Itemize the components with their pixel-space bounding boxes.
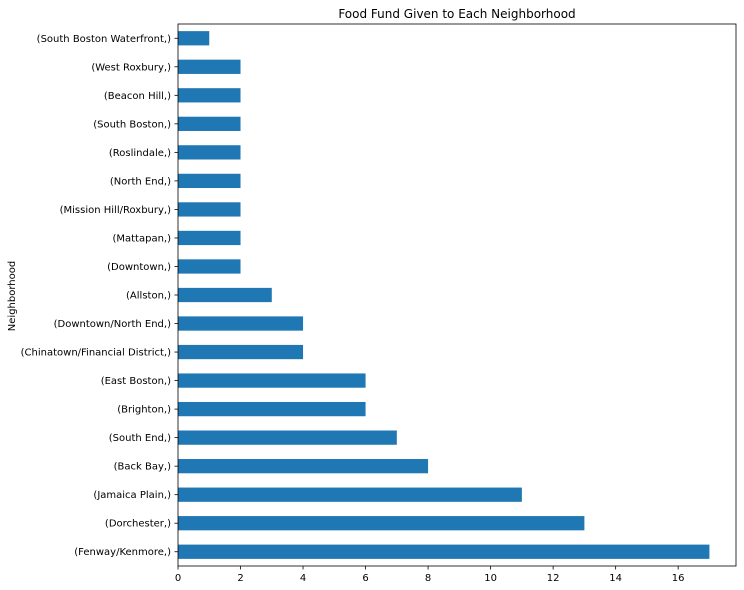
- x-ticks: 0 2 4 6 8 10 12 14 16: [175, 566, 685, 584]
- x-tick-label: 12: [547, 573, 560, 584]
- y-tick-label: (Downtown,): [107, 262, 171, 273]
- y-tick-label: (South Boston Waterfront,): [37, 34, 171, 45]
- y-tick-labels: (Fenway/Kenmore,) (Dorchester,) (Jamaica P…: [21, 34, 178, 558]
- bar: [178, 202, 241, 217]
- bar: [178, 230, 241, 246]
- bar: [178, 401, 366, 417]
- y-tick-label: (Brighton,): [117, 405, 171, 416]
- bar: [178, 145, 241, 160]
- y-tick-label: (Fenway/Kenmore,): [74, 547, 171, 558]
- bars-group: [178, 31, 710, 559]
- x-tick-label: 10: [484, 573, 497, 584]
- y-tick-label: (South Boston,): [93, 119, 171, 130]
- x-tick-label: 14: [609, 573, 622, 584]
- y-axis-label: Neighborhood: [7, 261, 18, 331]
- y-tick-label: (West Roxbury,): [91, 62, 171, 73]
- y-tick-label: (Mission Hill/Roxbury,): [60, 205, 171, 216]
- y-tick-label: (Downtown/North End,): [54, 319, 171, 330]
- plot-frame: [177, 23, 737, 567]
- y-tick-label: (Allston,): [126, 291, 171, 302]
- y-tick-label: (Chinatown/Financial District,): [21, 348, 171, 359]
- bar: [178, 544, 710, 559]
- chart-title: Food Fund Given to Each Neighborhood: [338, 7, 575, 21]
- y-tick-label: (Jamaica Plain,): [93, 490, 171, 501]
- bar: [178, 373, 366, 388]
- y-tick-label: (Dorchester,): [105, 519, 171, 530]
- bar: [178, 59, 241, 74]
- bar: [178, 88, 241, 103]
- y-tick-label: (Back Bay,): [114, 462, 171, 473]
- bar: [178, 430, 397, 445]
- bar: [178, 259, 241, 274]
- bar: [178, 344, 304, 360]
- y-tick-label: (Roslindale,): [109, 148, 171, 159]
- x-tick-label: 6: [362, 573, 368, 584]
- y-tick-label: (South End,): [109, 433, 171, 444]
- bar: [178, 316, 304, 331]
- bar: [178, 516, 585, 531]
- bar: [178, 487, 522, 502]
- bar: [178, 116, 241, 131]
- y-tick-label: (North End,): [110, 176, 171, 187]
- x-tick-label: 8: [425, 573, 431, 584]
- y-tick-label: (East Boston,): [101, 376, 171, 387]
- x-tick-label: 16: [672, 573, 685, 584]
- x-tick-label: 2: [237, 573, 243, 584]
- x-tick-label: 4: [300, 573, 306, 584]
- y-tick-label: (Beacon Hill,): [104, 91, 171, 102]
- bar: [178, 31, 210, 46]
- bar: [178, 173, 241, 189]
- y-tick-label: (Mattapan,): [112, 233, 171, 244]
- x-tick-label: 0: [175, 573, 181, 584]
- bar: [178, 287, 272, 303]
- bar: [178, 459, 429, 474]
